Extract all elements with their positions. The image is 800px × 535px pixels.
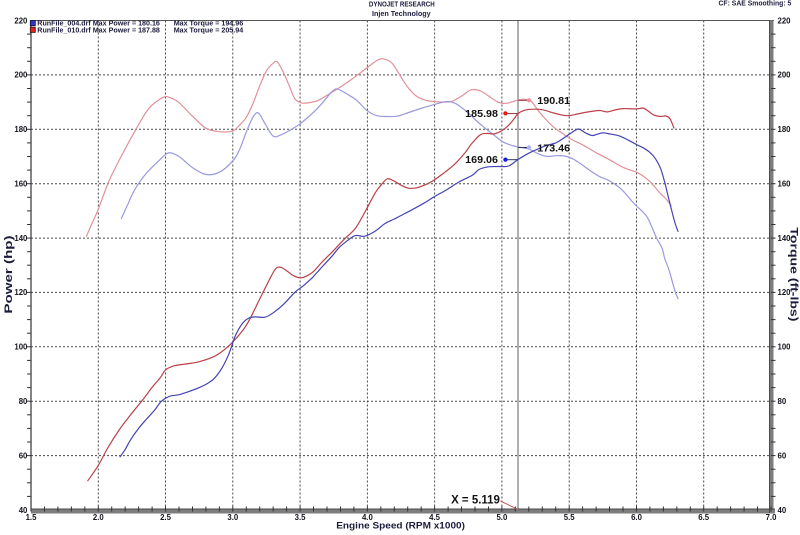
svg-text:Engine Speed (RPM x1000): Engine Speed (RPM x1000) bbox=[336, 521, 465, 532]
svg-text:4.5: 4.5 bbox=[429, 513, 441, 522]
svg-text:Max Torque = 194.96: Max Torque = 194.96 bbox=[174, 19, 244, 28]
svg-text:CF: SAE Smoothing: 5: CF: SAE Smoothing: 5 bbox=[719, 1, 792, 8]
svg-text:3.5: 3.5 bbox=[295, 513, 307, 522]
svg-text:180: 180 bbox=[14, 125, 28, 134]
svg-text:140: 140 bbox=[778, 234, 792, 243]
svg-text:100: 100 bbox=[14, 343, 28, 352]
svg-text:DYNOJET RESEARCH: DYNOJET RESEARCH bbox=[369, 2, 435, 9]
svg-text:5.5: 5.5 bbox=[564, 513, 576, 522]
svg-text:220: 220 bbox=[14, 16, 28, 25]
svg-text:120: 120 bbox=[778, 288, 792, 297]
svg-text:80: 80 bbox=[19, 397, 28, 406]
svg-text:Power (hp): Power (hp) bbox=[3, 235, 15, 314]
svg-text:RunFile_010.drf Max Power = 18: RunFile_010.drf Max Power = 187.88 bbox=[37, 25, 160, 34]
svg-text:120: 120 bbox=[14, 288, 28, 297]
svg-text:3.0: 3.0 bbox=[227, 513, 239, 522]
svg-text:80: 80 bbox=[778, 397, 787, 406]
svg-text:140: 140 bbox=[14, 234, 28, 243]
svg-text:1.5: 1.5 bbox=[26, 513, 38, 522]
svg-text:100: 100 bbox=[778, 343, 792, 352]
svg-text:X = 5.119: X = 5.119 bbox=[451, 495, 500, 507]
svg-text:7.0: 7.0 bbox=[766, 513, 778, 522]
svg-text:60: 60 bbox=[19, 451, 28, 460]
svg-text:RunFile_004.drf Max Power = 18: RunFile_004.drf Max Power = 180.16 bbox=[37, 19, 160, 28]
svg-text:40: 40 bbox=[19, 506, 28, 515]
svg-text:2.0: 2.0 bbox=[93, 513, 105, 522]
svg-text:180: 180 bbox=[778, 125, 792, 134]
svg-text:4.0: 4.0 bbox=[362, 513, 374, 522]
svg-text:160: 160 bbox=[778, 180, 792, 189]
svg-text:220: 220 bbox=[778, 16, 792, 25]
svg-text:6.5: 6.5 bbox=[698, 513, 710, 522]
svg-text:Torque (ft-lbs): Torque (ft-lbs) bbox=[788, 227, 800, 321]
svg-text:200: 200 bbox=[778, 71, 792, 80]
svg-text:200: 200 bbox=[14, 71, 28, 80]
svg-text:169.06: 169.06 bbox=[465, 154, 498, 166]
svg-text:6.0: 6.0 bbox=[631, 513, 643, 522]
svg-text:Injen Technology: Injen Technology bbox=[372, 11, 431, 18]
svg-text:40: 40 bbox=[778, 506, 787, 515]
svg-text:190.81: 190.81 bbox=[537, 95, 570, 107]
svg-text:Max Torque = 205.94: Max Torque = 205.94 bbox=[174, 25, 244, 34]
svg-text:160: 160 bbox=[14, 180, 28, 189]
svg-text:5.0: 5.0 bbox=[496, 513, 508, 522]
svg-text:173.46: 173.46 bbox=[537, 142, 570, 154]
svg-text:60: 60 bbox=[778, 451, 787, 460]
svg-text:2.5: 2.5 bbox=[160, 513, 172, 522]
svg-text:185.98: 185.98 bbox=[465, 108, 498, 120]
